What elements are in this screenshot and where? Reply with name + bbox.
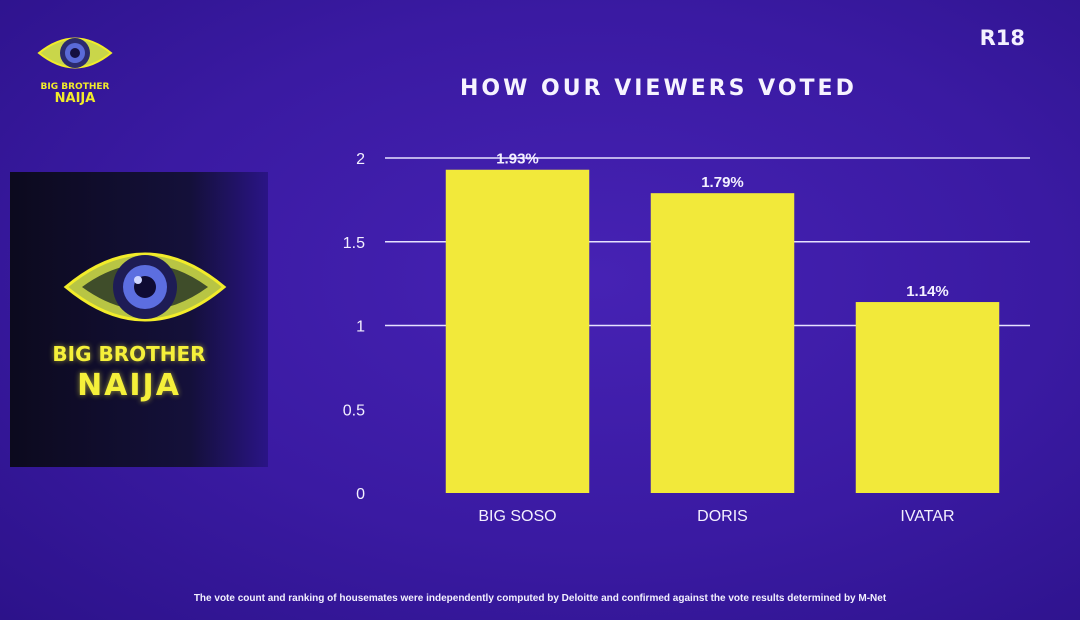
y-tick-label: 1 (356, 319, 365, 336)
rating-badge: R18 (979, 26, 1025, 50)
side-panel-brand-top: BIG BROTHER (52, 342, 206, 366)
side-panel-logo: BIG BROTHER NAIJA (10, 172, 268, 467)
bar-ivatar (855, 302, 1000, 493)
data-label: 1.14% (906, 283, 949, 300)
y-tick-label: 0 (356, 486, 365, 503)
y-tick-label: 0.5 (343, 402, 365, 419)
x-category-label: BIG SOSO (478, 508, 556, 525)
y-tick-label: 1.5 (343, 235, 365, 252)
x-category-label: IVATAR (900, 508, 954, 525)
bar-doris (650, 193, 795, 494)
data-label: 1.93% (496, 151, 539, 168)
data-label: 1.79% (701, 174, 744, 191)
bar-big-soso (445, 169, 590, 493)
chart-title: HOW OUR VIEWERS VOTED (460, 76, 857, 101)
eye-logo-icon (37, 37, 113, 69)
corner-logo-brand-top: BIG BROTHER (40, 82, 110, 92)
eye-logo-icon (63, 252, 227, 322)
corner-logo-brand-bottom: NAIJA (54, 91, 96, 106)
y-tick-label: 2 (356, 151, 365, 168)
side-panel-brand-bottom: NAIJA (77, 368, 181, 403)
corner-logo: BIG BROTHER NAIJA (30, 30, 120, 115)
footnote: The vote count and ranking of housemates… (193, 593, 887, 604)
x-category-label: DORIS (697, 508, 748, 525)
bar-chart: 0 0.5 1 1.5 2 1.93% BIG SOSO 1.79% DORIS 1.14% IVA… (343, 151, 1030, 525)
